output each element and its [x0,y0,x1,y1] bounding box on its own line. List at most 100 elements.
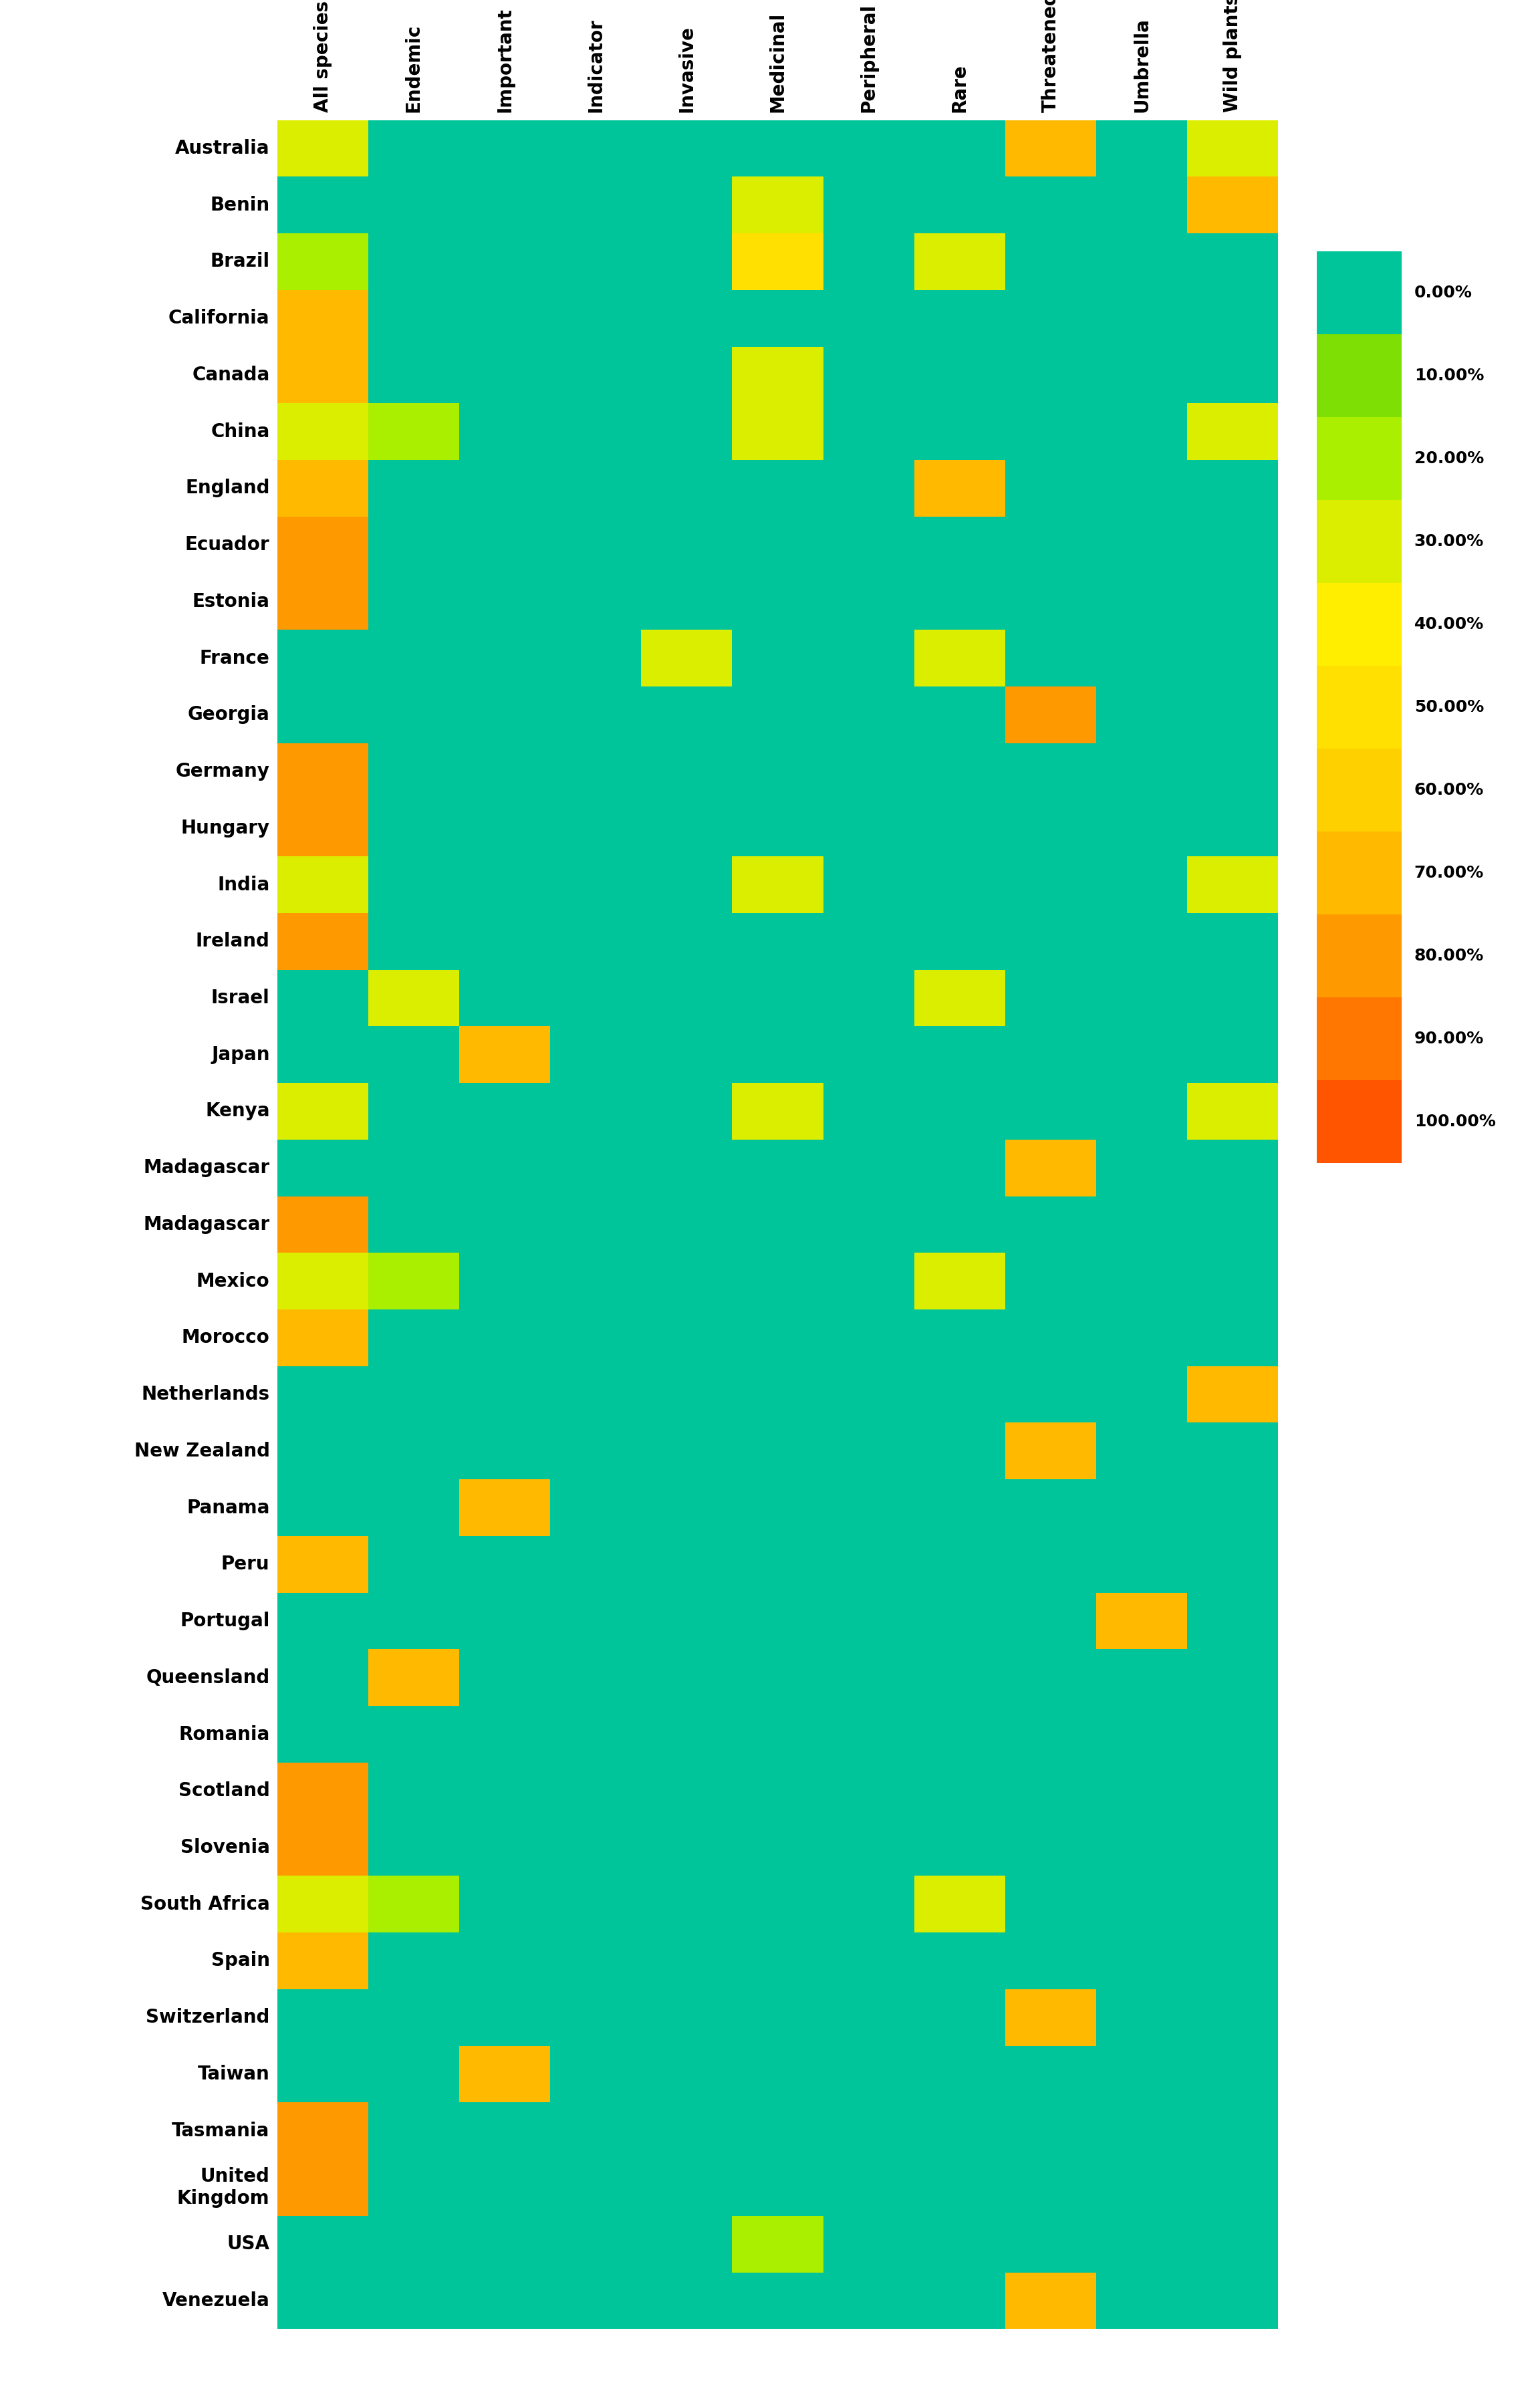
Bar [1006,2158,1096,2216]
Bar [731,1309,824,1366]
Bar [550,1649,641,1707]
Bar [915,1707,1006,1762]
Bar [641,1025,731,1083]
Bar [1096,1707,1187,1762]
Bar [368,574,459,629]
Bar [1006,1933,1096,1988]
Bar [1006,1762,1096,1820]
Bar [550,857,641,912]
Bar [1187,1140,1278,1196]
Bar [824,1309,915,1366]
Bar [368,1196,459,1253]
Bar [1187,1988,1278,2046]
Bar [368,1707,459,1762]
Bar [915,687,1006,742]
Bar [1317,1080,1401,1164]
Bar [368,2046,459,2103]
Bar [277,857,368,912]
Bar [1006,120,1096,178]
Bar [1006,574,1096,629]
Bar [1096,233,1187,291]
Bar [915,1140,1006,1196]
Bar [1096,1537,1187,1592]
Bar [277,1649,368,1707]
Bar [1096,1196,1187,1253]
Bar [731,629,824,687]
Bar [1096,1253,1187,1309]
Bar [550,1479,641,1537]
Bar [1187,2103,1278,2158]
Bar [1096,2216,1187,2271]
Bar [368,1424,459,1479]
Text: 30.00%: 30.00% [1414,533,1483,550]
Bar [1096,346,1187,403]
Bar [459,912,550,970]
Bar [550,1988,641,2046]
Bar [824,574,915,629]
Bar [550,1083,641,1140]
Bar [459,1479,550,1537]
Bar [824,178,915,233]
Bar [277,574,368,629]
Bar [915,1366,1006,1424]
Bar [1096,291,1187,346]
Bar [1096,403,1187,461]
Bar [1006,1649,1096,1707]
Bar [915,1933,1006,1988]
Bar [550,1196,641,1253]
Bar [731,346,824,403]
Bar [550,574,641,629]
Bar [641,516,731,574]
Bar [459,629,550,687]
Bar [915,2271,1006,2329]
Bar [277,346,368,403]
Bar [550,1537,641,1592]
Bar [368,178,459,233]
Bar [277,1988,368,2046]
Bar [641,1707,731,1762]
Text: 10.00%: 10.00% [1414,367,1485,384]
Bar [824,629,915,687]
Bar [1006,2103,1096,2158]
Bar [1096,461,1187,516]
Bar [731,800,824,857]
Bar [824,1537,915,1592]
Bar [1317,418,1401,499]
Bar [459,970,550,1025]
Bar [459,1762,550,1820]
Bar [1096,1025,1187,1083]
Bar [368,1875,459,1933]
Bar [1006,629,1096,687]
Bar [641,1537,731,1592]
Bar [915,1025,1006,1083]
Bar [641,1140,731,1196]
Bar [915,1592,1006,1649]
Bar [550,1025,641,1083]
Bar [824,1196,915,1253]
Bar [277,2158,368,2216]
Bar [459,687,550,742]
Bar [731,1875,824,1933]
Bar [731,1424,824,1479]
Bar [277,912,368,970]
Bar [459,1537,550,1592]
Bar [550,403,641,461]
Bar [824,346,915,403]
Bar [1006,1479,1096,1537]
Bar [731,970,824,1025]
Bar [1187,1875,1278,1933]
Bar [1006,857,1096,912]
Bar [368,1649,459,1707]
Bar [915,1649,1006,1707]
Bar [459,742,550,800]
Bar [550,346,641,403]
Bar [459,2271,550,2329]
Bar [277,800,368,857]
Bar [1096,1083,1187,1140]
Bar [1006,403,1096,461]
Bar [550,1309,641,1366]
Bar [731,1820,824,1875]
Bar [731,1649,824,1707]
Bar [824,970,915,1025]
Bar [368,1083,459,1140]
